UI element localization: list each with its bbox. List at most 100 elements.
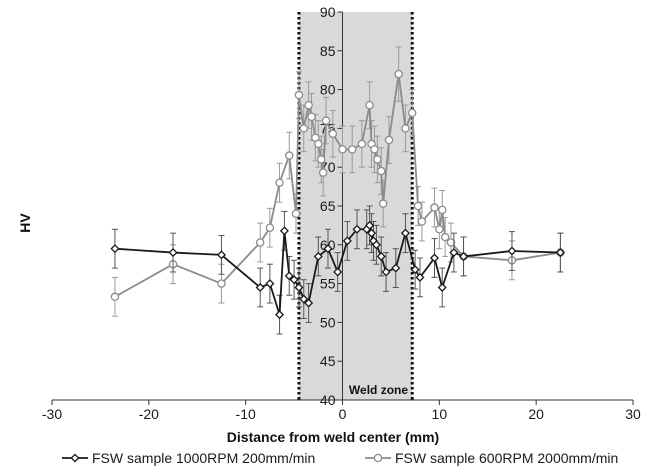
y-tick-label: 40 — [320, 392, 336, 408]
data-point — [275, 310, 285, 320]
data-point — [338, 145, 347, 154]
legend-diamond-marker — [70, 453, 80, 463]
data-point — [168, 248, 178, 258]
data-point — [110, 292, 120, 302]
y-tick-label: 45 — [320, 353, 336, 369]
data-point — [333, 267, 343, 277]
data-point — [410, 265, 420, 275]
data-point — [365, 100, 374, 110]
data-point — [376, 251, 386, 261]
data-point — [299, 124, 309, 133]
data-point — [371, 240, 381, 250]
data-point — [279, 226, 289, 236]
weld-zone-layer — [297, 12, 414, 400]
legend-item-0: FSW sample 1000RPM 200mm/min — [62, 450, 315, 466]
data-point — [400, 228, 410, 238]
series-line — [114, 224, 561, 316]
data-point — [407, 108, 417, 118]
data-point — [294, 282, 304, 292]
data-point — [304, 100, 313, 110]
data-point — [307, 112, 316, 122]
data-point — [304, 298, 314, 308]
legend-label: FSW sample 1000RPM 200mm/min — [92, 450, 315, 466]
data-point — [429, 253, 440, 263]
series-layer — [110, 46, 565, 335]
data-point — [255, 282, 265, 292]
data-point — [440, 232, 450, 242]
data-point — [313, 251, 323, 261]
data-point — [401, 124, 410, 133]
series-black-1000rpm — [110, 205, 565, 335]
data-point — [437, 282, 447, 292]
data-point — [357, 139, 367, 149]
weld-zone-label: Weld zone — [349, 383, 408, 397]
x-tick-label: 30 — [625, 406, 641, 422]
y-tick-label: 80 — [320, 82, 336, 98]
data-point — [216, 250, 226, 260]
data-point — [347, 145, 357, 154]
data-point — [384, 135, 394, 145]
y-axis-title: HV — [17, 213, 33, 233]
y-tick-label: 85 — [320, 43, 336, 59]
y-tick-label: 55 — [320, 276, 336, 292]
data-point — [289, 275, 299, 285]
data-point — [435, 225, 444, 234]
data-point — [255, 238, 265, 247]
data-point — [110, 244, 120, 254]
data-point — [318, 168, 328, 177]
data-point — [449, 248, 459, 258]
y-tick-label: 50 — [320, 314, 336, 330]
data-point — [284, 271, 294, 281]
legend-item-1: FSW sample 600RPM 2000mm/min — [365, 450, 618, 466]
y-tick-label: 90 — [320, 4, 336, 20]
data-point — [459, 251, 469, 261]
y-tick-label: 65 — [320, 198, 336, 214]
data-point — [342, 236, 352, 246]
data-point — [275, 178, 284, 187]
legend-label: FSW sample 600RPM 2000mm/min — [395, 450, 618, 466]
data-point — [291, 209, 301, 219]
data-point — [284, 151, 294, 160]
data-point — [391, 263, 401, 273]
x-tick-label: 10 — [432, 406, 448, 422]
data-point — [413, 201, 423, 211]
data-point — [376, 166, 386, 176]
weld-zone-band — [298, 12, 413, 400]
data-point — [328, 129, 338, 139]
x-tick-label: -10 — [236, 406, 256, 422]
x-tick-label: 20 — [528, 406, 544, 422]
data-point — [265, 223, 275, 232]
data-point — [446, 238, 456, 247]
data-point — [437, 205, 447, 215]
data-point — [294, 90, 304, 100]
data-point — [507, 246, 517, 256]
data-point — [352, 224, 362, 234]
x-axis-title: Distance from weld center (mm) — [227, 429, 439, 445]
data-point — [415, 272, 425, 282]
data-point — [314, 139, 323, 149]
data-point — [378, 199, 388, 208]
data-point — [381, 267, 391, 277]
data-point — [373, 155, 382, 164]
series-grey-600rpm — [110, 46, 565, 317]
x-tick-label: 0 — [339, 406, 347, 422]
axes-layer: -30-20-1001020304045505560657075808590 — [42, 4, 641, 422]
data-point — [217, 279, 226, 288]
data-point — [555, 248, 565, 258]
x-tick-label: -20 — [139, 406, 159, 422]
x-tick-label: -30 — [42, 406, 62, 422]
data-point — [370, 145, 379, 154]
data-point — [367, 228, 377, 238]
data-point — [430, 203, 439, 212]
data-point — [417, 217, 427, 226]
legend: FSW sample 1000RPM 200mm/min FSW sample 6… — [62, 450, 618, 466]
data-point — [316, 155, 326, 164]
data-point — [321, 116, 331, 125]
data-point — [365, 220, 375, 230]
data-point — [323, 244, 333, 254]
data-point — [394, 69, 403, 79]
legend-circle-marker — [373, 453, 383, 463]
data-point — [299, 294, 309, 304]
